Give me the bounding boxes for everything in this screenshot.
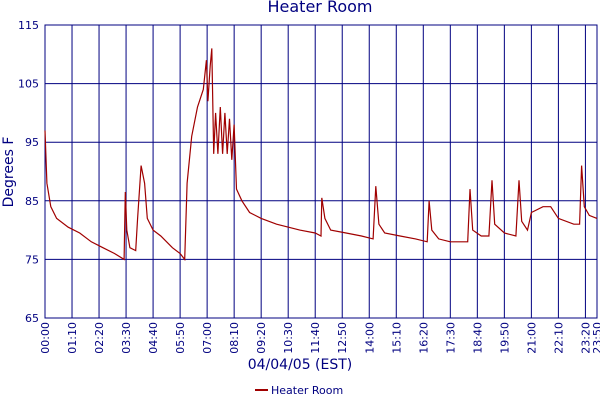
x-tick-label: 15:10: [390, 322, 403, 354]
y-tick-label: 75: [25, 253, 39, 266]
x-tick-label: 19:50: [498, 322, 511, 354]
x-tick-label: 23:20: [579, 322, 592, 354]
x-tick-label: 16:20: [417, 322, 430, 354]
y-tick-label: 115: [18, 19, 39, 32]
x-tick-label: 09:20: [255, 322, 268, 354]
x-tick-label: 23:50: [591, 322, 600, 354]
x-axis-label: 04/04/05 (EST): [248, 357, 353, 373]
x-tick-label: 05:50: [174, 322, 187, 354]
x-tick-label: 14:00: [363, 322, 376, 354]
x-tick-label: 18:40: [471, 322, 484, 354]
x-tick-label: 11:40: [309, 322, 322, 354]
legend-label: Heater Room: [271, 384, 343, 397]
x-tick-label: 04:40: [147, 322, 160, 354]
x-tick-label: 02:20: [93, 322, 106, 354]
x-tick-label: 10:30: [282, 322, 295, 354]
y-axis-label: Degrees F: [1, 137, 17, 208]
x-tick-label: 00:00: [39, 322, 52, 354]
x-tick-label: 08:10: [228, 322, 241, 354]
x-tick-label: 22:10: [552, 322, 565, 354]
x-tick-label: 01:10: [66, 322, 79, 354]
x-tick-label: 17:30: [444, 322, 457, 354]
data-line: [44, 48, 598, 262]
y-tick-label: 85: [25, 195, 39, 208]
x-tick-label: 03:30: [120, 322, 133, 354]
x-tick-label: 07:00: [201, 322, 214, 354]
y-tick-label: 105: [18, 78, 39, 91]
x-tick-label: 21:00: [525, 322, 538, 354]
x-tick-label: 12:50: [336, 322, 349, 354]
chart-title: Heater Room: [267, 0, 372, 16]
y-tick-label: 95: [25, 136, 39, 149]
plot-area: [44, 24, 598, 319]
y-tick-label: 65: [25, 312, 39, 325]
